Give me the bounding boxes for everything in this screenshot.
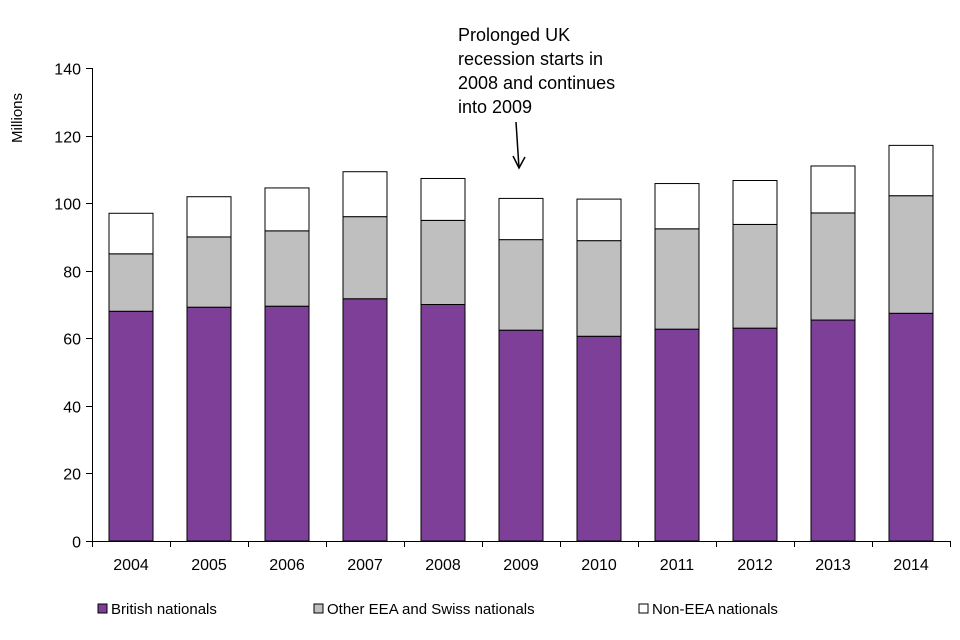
legend-swatch (97, 603, 108, 614)
bar-segment-british-nationals-2010 (576, 335, 622, 542)
bar-segment-british-nationals-2004 (108, 310, 154, 542)
x-tick-label: 2006 (269, 557, 305, 574)
annotation-arrow-shaft (515, 121, 520, 169)
annotation-text-line: 2008 and continues (458, 73, 615, 93)
x-tick-label: 2008 (425, 557, 461, 574)
bars (108, 144, 934, 542)
bar-segment-british-nationals-2013 (810, 319, 856, 542)
bar-segment-non-eea-nationals-2012 (732, 180, 778, 225)
bar-segment-british-nationals-2011 (654, 328, 700, 542)
bar-segment-other-eea-and-swiss-nationals-2008 (420, 219, 466, 305)
x-tick-label: 2009 (503, 557, 539, 574)
x-tick-label: 2013 (815, 557, 851, 574)
bar-segment-british-nationals-2014 (888, 312, 934, 542)
bar-segment-other-eea-and-swiss-nationals-2012 (732, 223, 778, 329)
legend-label: British nationals (111, 601, 217, 618)
y-tick-label: 40 (63, 400, 81, 417)
bar-segment-non-eea-nationals-2009 (498, 197, 544, 241)
legend-swatch (313, 603, 324, 614)
y-tick-label: 20 (63, 467, 81, 484)
annotation-text-line: recession starts in (458, 49, 603, 69)
x-axis-ticks: 2004 2005 2006 2007 2008 2009 2010 2011 2012 2013… (92, 541, 951, 574)
bar-segment-other-eea-and-swiss-nationals-2006 (264, 230, 310, 307)
y-axis-ticks: 0 20 40 60 80 100 120 140 (54, 62, 92, 552)
recession-annotation: Prolonged UK recession starts in 2008 and … (458, 25, 615, 170)
y-axis-title: Millions (9, 93, 26, 143)
bar-segment-british-nationals-2008 (420, 304, 466, 542)
bar-segment-other-eea-and-swiss-nationals-2009 (498, 239, 544, 331)
bar-segment-non-eea-nationals-2011 (654, 183, 700, 230)
y-tick-label: 80 (63, 265, 81, 282)
bar-segment-other-eea-and-swiss-nationals-2005 (186, 236, 232, 308)
bar-segment-other-eea-and-swiss-nationals-2011 (654, 228, 700, 330)
axes (92, 68, 950, 542)
bar-segment-other-eea-and-swiss-nationals-2014 (888, 195, 934, 314)
bar-segment-non-eea-nationals-2007 (342, 171, 388, 218)
y-tick-label: 0 (72, 535, 81, 552)
legend-swatch (638, 603, 649, 614)
bar-segment-non-eea-nationals-2008 (420, 177, 466, 221)
y-tick-label: 60 (63, 332, 81, 349)
bar-segment-british-nationals-2012 (732, 327, 778, 542)
annotation-text-line: Prolonged UK (458, 25, 570, 45)
bar-segment-non-eea-nationals-2006 (264, 187, 310, 232)
x-tick-label: 2014 (893, 557, 929, 574)
y-tick-label: 140 (54, 62, 81, 79)
bar-segment-british-nationals-2007 (342, 298, 388, 542)
bar-segment-non-eea-nationals-2014 (888, 144, 934, 197)
x-tick-label: 2010 (581, 557, 617, 574)
bar-segment-british-nationals-2005 (186, 306, 232, 542)
bar-segment-other-eea-and-swiss-nationals-2013 (810, 212, 856, 321)
legend: British nationals Other EEA and Swiss nat… (97, 601, 778, 618)
legend-label: Other EEA and Swiss nationals (327, 601, 535, 618)
bar-segment-non-eea-nationals-2010 (576, 198, 622, 242)
bar-segment-other-eea-and-swiss-nationals-2007 (342, 216, 388, 300)
x-tick-label: 2012 (737, 557, 773, 574)
bar-segment-other-eea-and-swiss-nationals-2010 (576, 240, 622, 337)
x-tick-label: 2004 (113, 557, 149, 574)
legend-label: Non-EEA nationals (652, 601, 778, 618)
bar-segment-non-eea-nationals-2013 (810, 165, 856, 214)
y-tick-label: 120 (54, 130, 81, 147)
annotation-text-line: into 2009 (458, 97, 532, 117)
bar-segment-other-eea-and-swiss-nationals-2004 (108, 253, 154, 312)
bar-segment-british-nationals-2009 (498, 329, 544, 542)
bar-segment-british-nationals-2006 (264, 305, 310, 542)
y-tick-label: 100 (54, 197, 81, 214)
x-tick-label: 2005 (191, 557, 227, 574)
x-tick-label: 2011 (660, 557, 695, 574)
x-tick-label: 2007 (347, 557, 383, 574)
bar-segment-non-eea-nationals-2004 (108, 212, 154, 255)
bar-segment-non-eea-nationals-2005 (186, 196, 232, 238)
annotation-arrow-head (512, 155, 526, 170)
